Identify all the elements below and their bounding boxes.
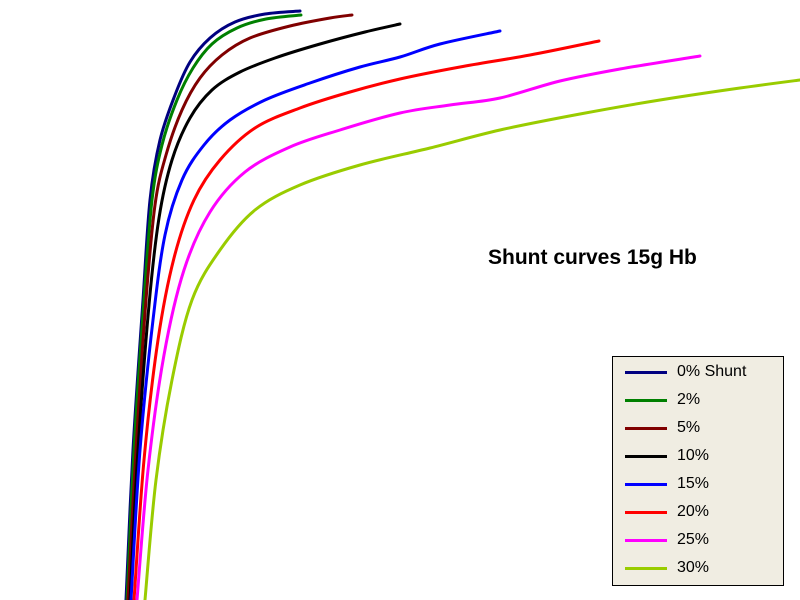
legend-item: 10% [625, 446, 709, 466]
legend-swatch [625, 482, 667, 486]
legend-swatch [625, 370, 667, 374]
legend-label: 2% [677, 391, 701, 408]
legend-swatch [625, 510, 667, 514]
legend-item: 25% [625, 530, 709, 550]
legend-label: 30% [677, 559, 710, 576]
legend-item: 20% [625, 502, 709, 522]
legend-swatch [625, 538, 667, 542]
series-line [128, 22, 402, 600]
legend-swatch [625, 454, 667, 458]
legend-label: 10% [677, 447, 710, 464]
legend-item: 2% [625, 390, 700, 410]
series-line [126, 13, 354, 600]
legend-label: 25% [677, 531, 710, 548]
legend-item: 15% [625, 474, 709, 494]
legend-swatch [625, 426, 667, 430]
legend-item: 0% Shunt [625, 362, 746, 382]
series-line [129, 29, 502, 600]
series-layer [124, 9, 800, 600]
legend-label: 20% [677, 503, 710, 520]
legend-swatch [625, 398, 667, 402]
chart-title: Shunt curves 15g Hb [488, 246, 697, 269]
series-line [132, 39, 601, 600]
legend-label: 5% [677, 419, 701, 436]
legend-swatch [625, 566, 667, 570]
legend-label: 15% [677, 475, 710, 492]
series-line [135, 54, 702, 600]
series-line [125, 13, 303, 600]
series-line [143, 78, 800, 600]
chart-legend: 0% Shunt 2% 5% 10% 15% 20% 25% 30% [612, 356, 784, 586]
legend-item: 30% [625, 558, 709, 578]
legend-label: 0% Shunt [677, 363, 747, 380]
legend-item: 5% [625, 418, 700, 438]
